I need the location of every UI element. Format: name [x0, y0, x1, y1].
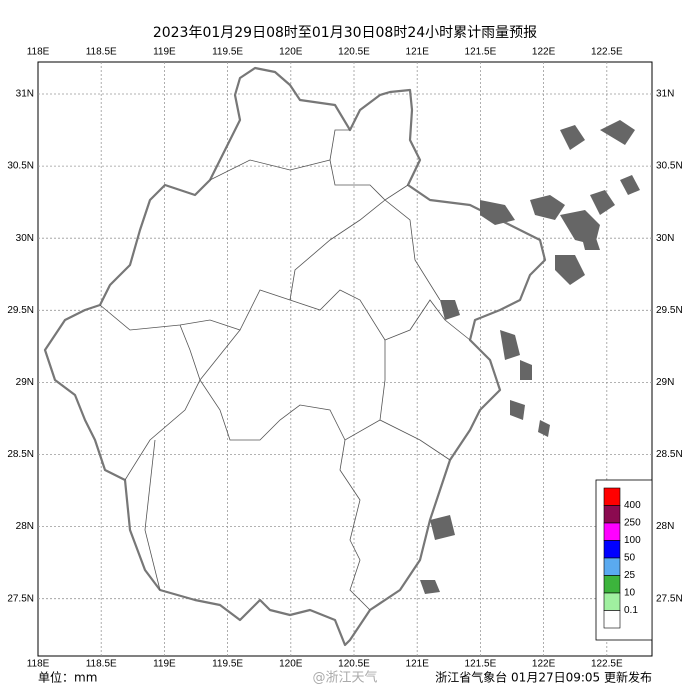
lon-label-bottom: 120E: [279, 659, 303, 670]
lat-label-right: 30.5N: [656, 161, 683, 172]
legend-swatch: [603, 592, 621, 611]
lon-label-bottom: 119E: [153, 659, 176, 670]
lat-label-left: 28N: [16, 521, 34, 532]
lat-label-left: 29.5N: [7, 305, 34, 316]
legend-swatch: [603, 522, 621, 541]
unit-label: 单位：mm: [38, 670, 97, 685]
lat-label-left: 31N: [16, 89, 34, 100]
lon-label-bottom: 119.5E: [212, 659, 243, 670]
lon-label-top: 118E: [27, 47, 50, 58]
lon-label-top: 121.5E: [465, 47, 497, 58]
lon-label-top: 122E: [532, 47, 556, 58]
legend-label: 25: [624, 570, 636, 581]
lat-label-right: 30N: [656, 233, 674, 244]
islands: [420, 120, 640, 594]
lat-label-right: 27.5N: [656, 593, 683, 604]
legend-swatch: [603, 610, 621, 629]
legend-swatch: [603, 487, 621, 506]
lon-label-bottom: 122.5E: [591, 659, 623, 670]
lon-label-top: 121E: [406, 47, 430, 58]
lat-label-right: 29N: [656, 377, 674, 388]
lat-label-left: 30N: [16, 233, 34, 244]
lat-label-right: 31N: [656, 89, 674, 100]
legend-swatch: [603, 505, 621, 524]
legend-label: 10: [624, 588, 636, 599]
lon-label-bottom: 118.5E: [86, 659, 117, 670]
province-outline: [43, 66, 547, 647]
map-title: 2023年01月29日08时至01月30日08时24小时累计雨量预报: [153, 25, 537, 41]
lon-label-top: 120E: [279, 47, 303, 58]
lat-label-left: 30.5N: [7, 161, 34, 172]
legend-swatch: [603, 557, 621, 576]
legend-label: 100: [624, 535, 641, 546]
lon-label-bottom: 122E: [532, 659, 556, 670]
legend-label: 400: [624, 500, 641, 511]
legend: 400 250 100 50 25 10 0.1: [595, 479, 653, 641]
lat-label-right: 29.5N: [656, 305, 683, 316]
lon-label-top: 118.5E: [86, 47, 117, 58]
legend-label: 50: [624, 553, 636, 564]
lon-label-top: 120.5E: [338, 47, 370, 58]
lat-label-right: 28N: [656, 521, 674, 532]
lon-label-bottom: 118E: [27, 659, 50, 670]
legend-label: 0.1: [624, 605, 638, 616]
lon-label-top: 119.5E: [212, 47, 243, 58]
legend-swatch: [603, 575, 621, 594]
lat-label-left: 29N: [16, 377, 34, 388]
lat-label-right: 28.5N: [656, 449, 683, 460]
legend-swatch: [603, 540, 621, 559]
lon-label-top: 119E: [153, 47, 176, 58]
lat-label-left: 27.5N: [7, 593, 34, 604]
lon-label-bottom: 121E: [406, 659, 430, 670]
lat-label-left: 28.5N: [7, 449, 34, 460]
city-boundaries: [99, 129, 471, 611]
lon-label-bottom: 120.5E: [338, 659, 370, 670]
lon-label-bottom: 121.5E: [465, 659, 497, 670]
map-frame: [37, 61, 653, 657]
watermark: @浙江天气: [312, 670, 377, 686]
issuer-label: 浙江省气象台 01月27日09:05 更新发布: [435, 670, 652, 685]
grid: [38, 62, 652, 656]
lon-label-top: 122.5E: [591, 47, 623, 58]
legend-label: 250: [624, 518, 641, 529]
